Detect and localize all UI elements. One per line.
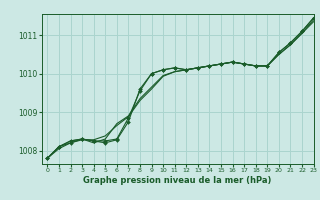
X-axis label: Graphe pression niveau de la mer (hPa): Graphe pression niveau de la mer (hPa) (84, 176, 272, 185)
